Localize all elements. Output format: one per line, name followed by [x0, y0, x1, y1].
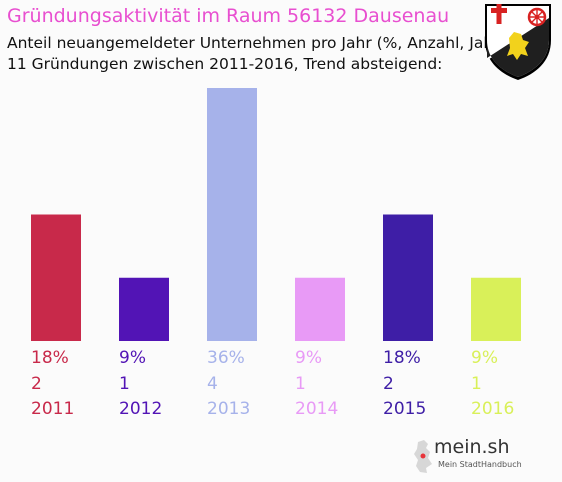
year-label-2016: 2016 [471, 399, 515, 419]
percent-label-2012: 9% [119, 348, 146, 368]
chart-title: Gründungsaktivität im Raum 56132 Dausena… [7, 5, 450, 27]
year-label-2013: 2013 [207, 399, 251, 419]
bar-2016 [471, 277, 521, 341]
bar-2012 [119, 277, 169, 341]
percent-label-2016: 9% [471, 348, 498, 368]
year-label-2012: 2012 [119, 399, 163, 419]
chart-subtitle-2: 11 Gründungen zwischen 2011-2016, Trend … [7, 55, 443, 73]
bar-2015 [383, 214, 433, 341]
chart-subtitle-1: Anteil neuangemeldeter Unternehmen pro J… [7, 34, 506, 52]
bar-2013 [207, 88, 257, 341]
year-label-2015: 2015 [383, 399, 427, 419]
count-label-2011: 2 [31, 374, 42, 394]
percent-label-2011: 18% [31, 348, 69, 368]
bar-2014 [295, 277, 345, 341]
count-label-2014: 1 [295, 374, 306, 394]
year-label-2014: 2014 [295, 399, 339, 419]
logo-tagline: Mein StadtHandbuch [438, 460, 522, 469]
mein-sh-logo: mein.sh Mein StadtHandbuch [412, 436, 524, 476]
count-label-2012: 1 [119, 374, 130, 394]
percent-label-2014: 9% [295, 348, 322, 368]
germany-map-icon [414, 440, 432, 473]
year-label-2011: 2011 [31, 399, 75, 419]
count-label-2015: 2 [383, 374, 394, 394]
percent-label-2015: 18% [383, 348, 421, 368]
coat-of-arms-logo [485, 4, 551, 80]
count-label-2013: 4 [207, 374, 218, 394]
bar-2011 [31, 214, 81, 341]
percent-label-2013: 36% [207, 348, 245, 368]
count-label-2016: 1 [471, 374, 482, 394]
logo-text: mein.sh [434, 436, 510, 458]
